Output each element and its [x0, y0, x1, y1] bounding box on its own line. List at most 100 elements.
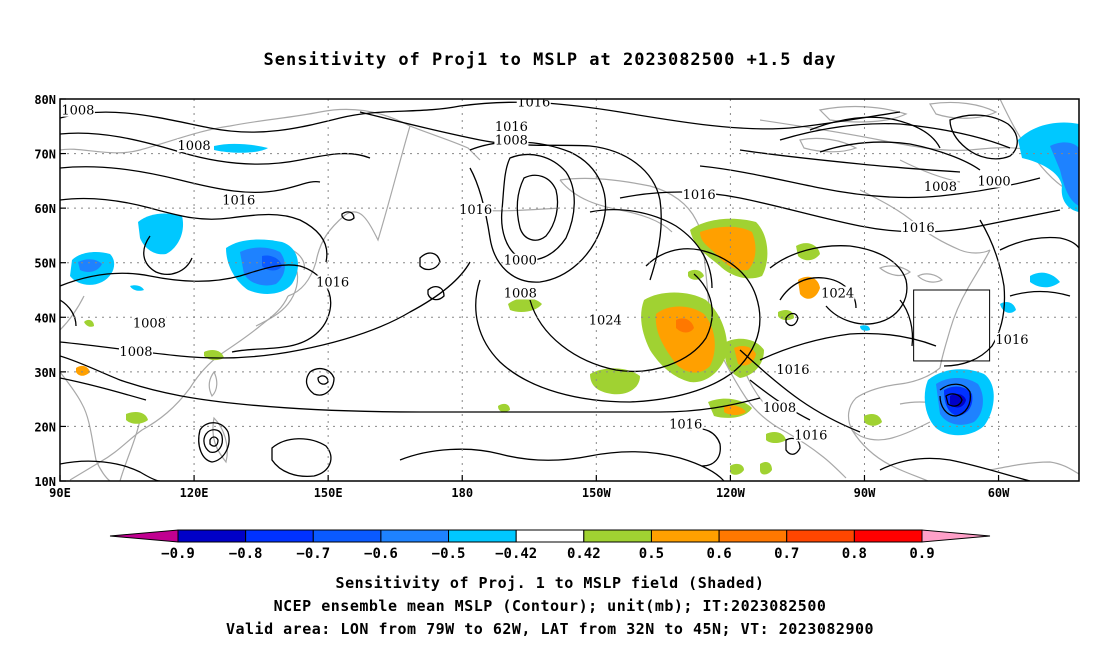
colorbar-segment [718, 529, 788, 543]
contour-label-bg [820, 286, 855, 300]
contour-label-bg [494, 120, 529, 134]
contour-label: 1016 [459, 203, 492, 218]
contour-label: 1008 [61, 104, 94, 119]
lon-tick-label: 120W [716, 486, 746, 500]
shade-hurricane-blue-core [950, 393, 966, 408]
colorbar-segment [245, 529, 314, 543]
contour-label-bg [668, 417, 703, 431]
colorbar-label: −0.5 [432, 546, 466, 562]
footer-valid-area-caption: Valid area: LON from 79W to 62W, LAT fro… [225, 620, 875, 638]
footer-shading-caption: Sensitivity of Proj. 1 to MSLP field (Sh… [335, 574, 765, 592]
contour-label-bg [901, 220, 936, 234]
colorbar-low-triangle [109, 529, 179, 543]
shade-sib-blue-2 [138, 213, 184, 255]
shade-mex-orange-7 [798, 276, 820, 299]
contour-label: 1016 [902, 221, 935, 236]
contour-label-bg [503, 253, 538, 267]
colorbar-label: 0.42 [567, 546, 601, 562]
colorbar-label: −0.42 [495, 546, 537, 562]
contour-label-bg [923, 180, 958, 194]
colorbar-label: 0.7 [774, 546, 799, 562]
contour-label-bg [588, 313, 623, 327]
contour-label: 1016 [495, 120, 528, 135]
shade-small-blue-1 [130, 285, 144, 291]
mslp-contours [60, 101, 1079, 481]
shade-arctic-blue [214, 143, 268, 153]
lon-tick-label: 60W [988, 486, 1010, 500]
lat-tick-label: 40N [34, 311, 56, 325]
contour-label-bg [994, 332, 1029, 346]
lat-ticks: 80N 70N 60N 50N 40N 30N 20N 10N [34, 93, 66, 489]
colorbar-label: 0.9 [909, 546, 934, 562]
contour-label: 1008 [504, 286, 537, 301]
map-title: Sensitivity of Proj1 to MSLP at 20230825… [263, 50, 837, 70]
contour-label: 1024 [821, 286, 854, 301]
colorbar-label: 0.8 [842, 546, 867, 562]
shade-small-blue-3 [860, 325, 870, 331]
lat-tick-label: 30N [34, 366, 56, 380]
lon-tick-label: 180 [451, 486, 473, 500]
lat-tick-label: 10N [34, 475, 56, 489]
colorbar-segment [312, 529, 382, 543]
lon-tick-label: 90E [49, 486, 71, 500]
contour-label-bg [775, 362, 810, 376]
contour-label: 1008 [119, 345, 152, 360]
contour-label: 1016 [776, 363, 809, 378]
shade-pac-orange-3 [724, 405, 746, 415]
shade-ne-pac-orange2 [676, 318, 694, 333]
lat-tick-label: 70N [34, 148, 56, 162]
contour-label: 1000 [504, 254, 537, 269]
gridlines [60, 99, 1079, 481]
colorbar-segment [448, 529, 517, 543]
contour-label: 1008 [133, 316, 166, 331]
contour-labels: 1008 1008 1016 1008 1008 1016 1016 1016 1008 1016… [60, 99, 1029, 443]
shade-atl-blue-1 [1030, 272, 1060, 288]
colorbar-label: 0.6 [706, 546, 731, 562]
contour-label-bg [221, 193, 256, 207]
contour-label: 1016 [316, 276, 349, 291]
contour-label-bg [118, 344, 153, 358]
colorbar-segment [786, 529, 855, 543]
contour-label-bg [977, 174, 1012, 188]
colorbar-label: −0.8 [229, 546, 263, 562]
shade-asia-orange-1 [76, 365, 90, 376]
lon-tick-label: 120E [180, 486, 209, 500]
map-frame [59, 98, 1080, 482]
shade-asia-green-3 [84, 319, 94, 327]
contour-label-bg [503, 286, 538, 300]
colorbar-segment [650, 529, 720, 543]
contour-label: 1016 [669, 417, 702, 432]
colorbar-label: −0.7 [296, 546, 330, 562]
colorbar-label: −0.6 [364, 546, 398, 562]
lat-tick-label: 80N [34, 93, 56, 107]
colorbar-segment [515, 529, 585, 543]
contour-label-bg [458, 202, 493, 216]
shade-ak-orange [700, 226, 756, 271]
shade-ne-pac-orange [655, 306, 715, 373]
contour-label: 1016 [794, 428, 827, 443]
colorbar-label: −0.9 [161, 546, 195, 562]
valid-area-box [913, 289, 991, 362]
lat-tick-label: 20N [34, 420, 56, 434]
shade-mex-green-10 [688, 269, 704, 280]
contour-label: 1008 [924, 180, 957, 195]
contour-label-bg [132, 316, 167, 330]
colorbar-segment [853, 529, 923, 543]
shade-pac-green-5 [760, 462, 772, 475]
shade-mex-green-7 [796, 243, 820, 261]
contour-label: 1000 [978, 175, 1011, 190]
lat-tick-label: 50N [34, 257, 56, 271]
lon-tick-label: 150W [582, 486, 612, 500]
shade-pac-green-6 [730, 463, 744, 475]
colorbar-segment [177, 529, 247, 543]
shade-mex-green-9 [864, 414, 882, 426]
shade-pac-green-11 [498, 403, 510, 413]
contour-label: 1024 [589, 314, 622, 329]
contour-label-bg [516, 99, 551, 109]
colorbar-segment [583, 529, 652, 543]
sensitivity-shading [70, 122, 1079, 475]
contour-label-bg [682, 188, 717, 202]
colorbar-high-triangle [921, 529, 991, 543]
contour-label-bg [793, 428, 828, 442]
